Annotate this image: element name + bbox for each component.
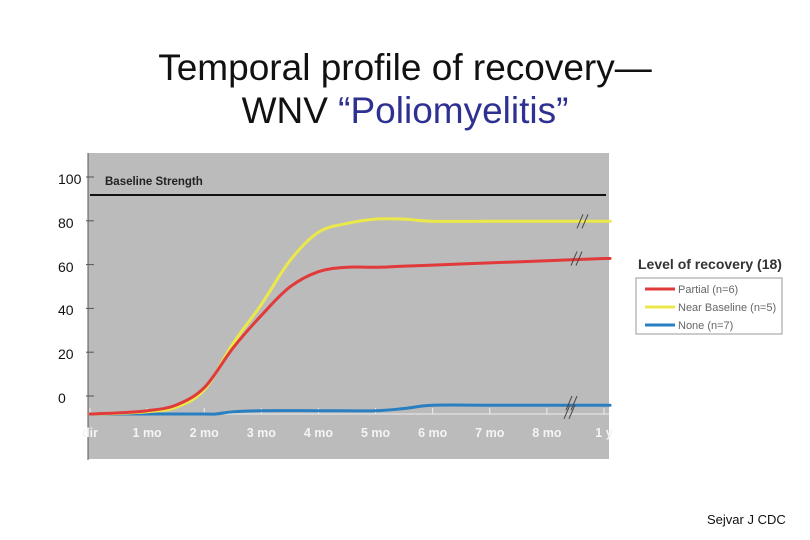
legend-label: Partial (n=6) xyxy=(678,284,738,296)
x-tick-label: 7 mo xyxy=(475,426,505,440)
x-tick-label: 4 mo xyxy=(304,426,334,440)
legend: Partial (n=6) Near Baseline (n=5) None (n=… xyxy=(635,277,783,335)
legend-title: Level of recovery (18) xyxy=(638,256,782,272)
series-line-partial xyxy=(88,256,612,416)
x-tick-label: 2 mo xyxy=(190,426,220,440)
y-tick-label: 40 xyxy=(58,302,74,319)
series-line-none xyxy=(88,403,612,416)
x-tick-label: 1 mo xyxy=(133,426,163,440)
x-tick-label: 8 mo xyxy=(532,426,562,440)
y-tick-label: 0 xyxy=(58,390,66,406)
axis-break-mark xyxy=(565,395,573,411)
series-line-near-baseline xyxy=(88,217,612,416)
x-tick-label: 5 mo xyxy=(361,426,391,440)
y-tick-label: 80 xyxy=(58,214,74,231)
y-tick-label: 60 xyxy=(58,258,74,275)
axis-break-mark xyxy=(570,395,578,411)
axis-break-mark xyxy=(575,251,583,266)
axis-break-mark xyxy=(576,214,584,229)
axis-break-mark xyxy=(563,404,571,420)
legend-label: Near Baseline (n=5) xyxy=(678,302,776,314)
title-line-2-prefix: WNV xyxy=(241,90,339,131)
x-tick-label: dir xyxy=(82,426,98,440)
slide-title: Temporal profile of recovery— WNV “Polio… xyxy=(0,46,810,132)
axis-break-mark xyxy=(570,251,578,266)
axis-break-mark xyxy=(581,214,589,229)
x-tick-label: 3 mo xyxy=(247,426,277,440)
axis-break-mark xyxy=(568,404,576,420)
baseline-strength-label: Baseline Strength xyxy=(105,176,203,188)
legend-label: None (n=7) xyxy=(678,320,733,332)
title-line-2-accent: “Poliomyelitis” xyxy=(338,90,569,131)
x-tick-label: 6 mo xyxy=(418,426,448,440)
y-tick-label: 20 xyxy=(58,346,74,363)
credit-text: Sejvar J CDC xyxy=(707,512,786,527)
y-tick-label: 100 xyxy=(58,171,82,187)
x-tick-label: 1 y xyxy=(595,426,612,440)
title-line-1: Temporal profile of recovery— xyxy=(158,47,652,88)
